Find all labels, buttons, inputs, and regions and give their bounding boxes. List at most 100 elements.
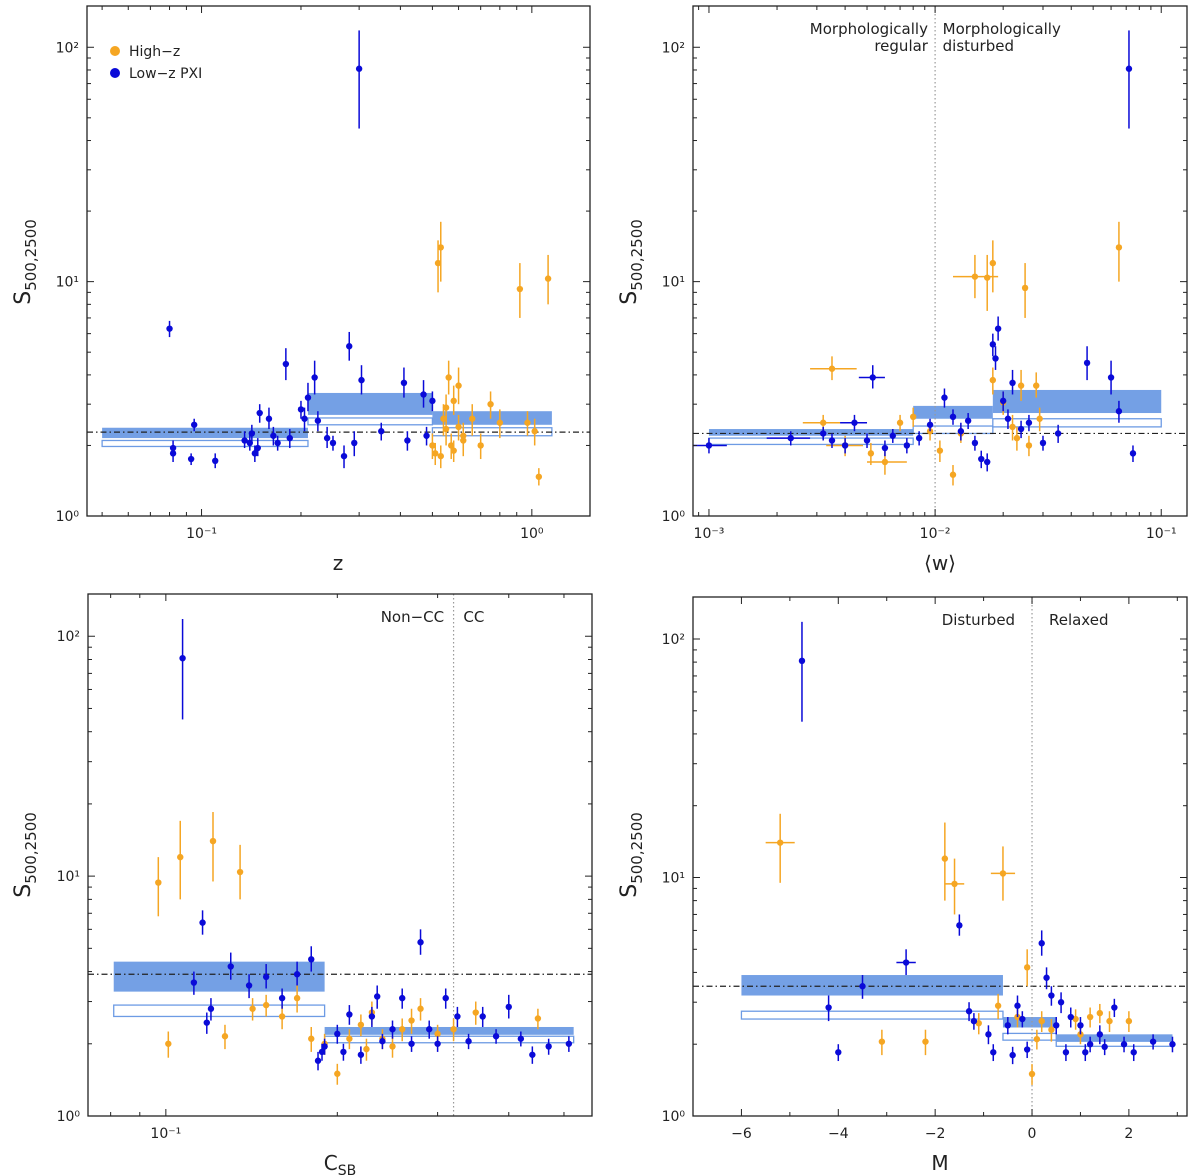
low-z-marker: [321, 1043, 328, 1050]
high-z-marker: [516, 285, 524, 293]
low-z-point-14: [1023, 1041, 1031, 1059]
low-z-marker: [529, 1051, 536, 1058]
high-z-point-22: [531, 418, 538, 446]
low-z-marker: [429, 397, 436, 405]
low-z-point-7: [858, 365, 885, 389]
low-z-point-15: [340, 1043, 347, 1061]
low-z-point-11: [915, 431, 923, 446]
low-z-point-30: [400, 367, 408, 398]
low-z-marker: [301, 415, 308, 422]
high-z-marker: [1033, 382, 1040, 389]
low-z-marker: [1009, 1051, 1016, 1059]
low-z-point-32: [420, 380, 427, 408]
low-z-marker: [245, 982, 253, 989]
low-z-marker: [956, 922, 963, 929]
high-z-point-18: [1017, 369, 1025, 401]
low-z-point-31: [404, 431, 411, 451]
high-z-point-1: [878, 1029, 886, 1056]
low-z-point-4: [896, 949, 916, 976]
high-z-point-1: [437, 221, 444, 282]
low-z-marker: [505, 1003, 512, 1011]
high-z-point-8: [936, 440, 944, 462]
low-z-point-27: [355, 30, 363, 129]
high-z-point-16: [1009, 414, 1016, 441]
low-z-point-31: [1169, 1036, 1176, 1053]
high-z-point-24: [472, 1001, 479, 1025]
bin-open-0: [708, 437, 914, 446]
low-z-point-27: [1025, 414, 1033, 432]
low-z-marker: [212, 457, 219, 465]
low-z-marker: [1004, 415, 1012, 422]
high-z-marker: [936, 447, 944, 454]
low-z-marker: [984, 458, 991, 466]
high-z-marker: [434, 259, 442, 267]
high-z-point-23: [450, 1018, 457, 1042]
low-z-point-18: [978, 450, 985, 469]
low-z-point-25: [346, 331, 353, 361]
high-z-marker: [209, 837, 217, 845]
x-axis-label: CSB: [324, 1151, 356, 1175]
high-z-point-5: [896, 414, 904, 432]
high-z-point-6: [994, 993, 1002, 1020]
low-z-marker: [819, 430, 827, 437]
low-z-point-9: [990, 1044, 997, 1062]
high-z-marker: [1036, 415, 1043, 422]
high-z-point-21: [417, 998, 424, 1021]
high-z-marker: [524, 419, 531, 426]
y-tick-label: 10⁰: [662, 1109, 686, 1125]
high-z-point-7: [262, 994, 270, 1017]
low-z-point-0: [179, 618, 186, 720]
low-z-point-25: [1096, 1025, 1104, 1045]
low-z-marker: [990, 1049, 997, 1056]
low-z-point-11: [256, 404, 263, 423]
x-axis-label: ⟨w⟩: [924, 551, 956, 575]
y-axis-label: S500,2500: [11, 812, 40, 898]
low-z-point-2: [199, 910, 206, 935]
high-z-marker: [432, 450, 439, 457]
high-z-point-11: [953, 254, 999, 299]
low-z-point-19: [1057, 992, 1065, 1014]
high-z-marker: [1021, 284, 1029, 292]
low-z-point-30: [479, 1006, 486, 1027]
low-z-marker: [282, 360, 290, 368]
low-z-point-33: [423, 426, 430, 446]
low-z-point-6: [245, 974, 253, 999]
bin-open-1: [912, 425, 994, 435]
high-z-marker: [1125, 1017, 1133, 1025]
high-z-marker: [971, 273, 979, 280]
high-z-point-11: [1033, 1029, 1041, 1050]
low-z-marker: [274, 439, 281, 447]
high-z-point-18: [487, 391, 494, 419]
high-z-marker: [487, 400, 494, 408]
high-z-marker: [949, 471, 957, 478]
low-z-point-26: [1101, 1039, 1108, 1056]
high-z-marker: [363, 1045, 370, 1053]
y-tick-label: 10⁰: [56, 509, 80, 525]
low-z-marker: [1053, 1022, 1060, 1029]
high-z-point-9: [1023, 949, 1031, 987]
plot-area: [88, 594, 592, 1116]
low-z-point-1: [825, 995, 832, 1022]
legend-marker: [110, 68, 120, 78]
high-z-point-3: [209, 812, 217, 882]
panel-m: 10⁰ 10¹ 10² −6 −4 −2 0 2 M S500,2500 Disturbed Rela…: [617, 596, 1188, 1175]
high-z-marker: [221, 1033, 229, 1040]
x-tick-label: −2: [925, 1126, 946, 1142]
low-z-point-26: [351, 431, 358, 457]
low-z-point-5: [227, 952, 234, 980]
low-z-point-26: [1017, 420, 1025, 439]
high-z-point-22: [1036, 407, 1043, 432]
low-z-marker: [1149, 1038, 1157, 1045]
high-z-point-1: [165, 1031, 172, 1058]
high-z-marker: [975, 1019, 982, 1027]
low-z-point-6: [965, 1002, 973, 1022]
high-z-point-4: [445, 360, 452, 395]
low-z-marker: [346, 343, 353, 350]
low-z-point-20: [989, 333, 997, 357]
y-axis-label-subscript: 500,2500: [22, 812, 40, 884]
low-z-point-34: [529, 1046, 536, 1064]
low-z-marker: [1038, 940, 1045, 947]
low-z-marker: [420, 391, 427, 398]
low-z-marker: [351, 439, 358, 447]
bin-filled-0: [102, 427, 308, 439]
